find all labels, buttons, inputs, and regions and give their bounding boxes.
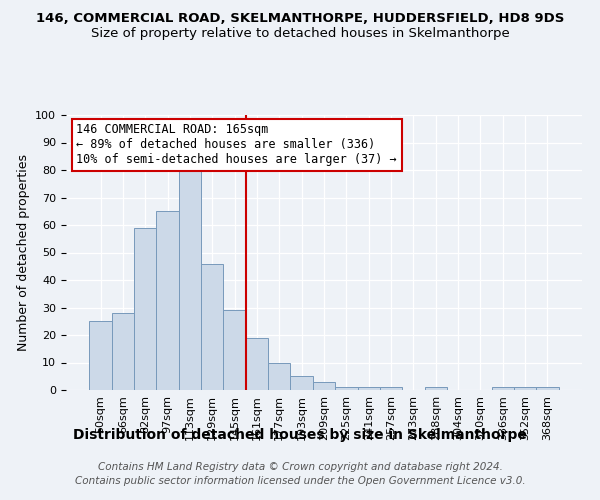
- Text: Contains HM Land Registry data © Crown copyright and database right 2024.: Contains HM Land Registry data © Crown c…: [98, 462, 502, 472]
- Bar: [313, 382, 335, 390]
- Bar: [425, 387, 447, 390]
- Text: Distribution of detached houses by size in Skelmanthorpe: Distribution of detached houses by size …: [73, 428, 527, 442]
- Bar: [536, 387, 559, 390]
- Text: 146 COMMERCIAL ROAD: 165sqm
← 89% of detached houses are smaller (336)
10% of se: 146 COMMERCIAL ROAD: 165sqm ← 89% of det…: [76, 123, 397, 166]
- Bar: [335, 387, 358, 390]
- Text: 146, COMMERCIAL ROAD, SKELMANTHORPE, HUDDERSFIELD, HD8 9DS: 146, COMMERCIAL ROAD, SKELMANTHORPE, HUD…: [36, 12, 564, 26]
- Bar: [201, 264, 223, 390]
- Bar: [157, 211, 179, 390]
- Bar: [290, 376, 313, 390]
- Text: Size of property relative to detached houses in Skelmanthorpe: Size of property relative to detached ho…: [91, 28, 509, 40]
- Bar: [514, 387, 536, 390]
- Bar: [268, 362, 290, 390]
- Bar: [112, 313, 134, 390]
- Bar: [134, 228, 157, 390]
- Bar: [491, 387, 514, 390]
- Bar: [380, 387, 402, 390]
- Bar: [246, 338, 268, 390]
- Bar: [89, 322, 112, 390]
- Y-axis label: Number of detached properties: Number of detached properties: [17, 154, 30, 351]
- Bar: [179, 167, 201, 390]
- Text: Contains public sector information licensed under the Open Government Licence v3: Contains public sector information licen…: [74, 476, 526, 486]
- Bar: [223, 310, 246, 390]
- Bar: [358, 387, 380, 390]
